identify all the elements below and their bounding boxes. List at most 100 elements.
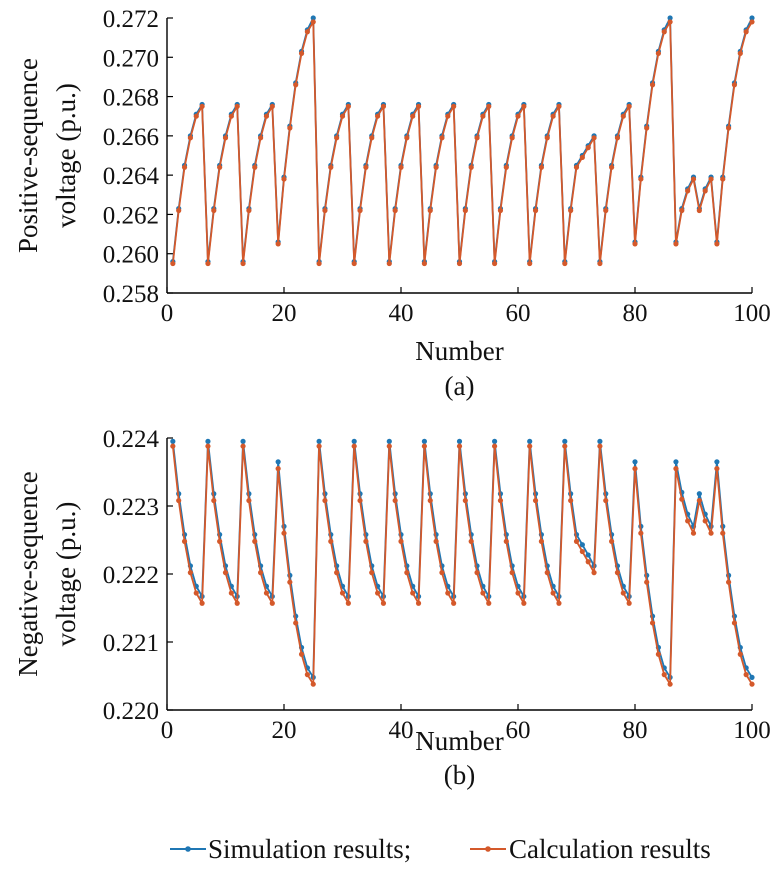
data-point-b-1-40 bbox=[404, 570, 410, 576]
data-point-b-0-55 bbox=[492, 438, 498, 444]
data-point-b-0-73 bbox=[597, 438, 603, 444]
data-point-b-1-59 bbox=[515, 590, 521, 596]
data-point-b-0-0 bbox=[170, 438, 176, 444]
data-point-a-1-97 bbox=[737, 50, 743, 56]
data-point-b-1-34 bbox=[369, 570, 375, 576]
data-point-b-1-68 bbox=[568, 497, 574, 504]
data-point-a-1-38 bbox=[392, 207, 398, 214]
data-point-b-1-52 bbox=[474, 570, 480, 576]
data-point-a-1-25 bbox=[316, 260, 322, 267]
data-point-b-1-22 bbox=[298, 651, 305, 657]
data-point-a-1-84 bbox=[661, 29, 667, 35]
x-tick-label-b-4: 80 bbox=[623, 717, 648, 744]
data-point-a-1-78 bbox=[626, 103, 632, 109]
data-point-a-1-77 bbox=[620, 113, 626, 119]
x-tick-label-b-1: 20 bbox=[272, 717, 297, 744]
data-point-b-1-12 bbox=[240, 443, 246, 449]
data-point-b-1-72 bbox=[591, 570, 597, 576]
data-point-a-1-46 bbox=[439, 135, 445, 141]
data-point-b-0-79 bbox=[632, 459, 638, 465]
data-point-a-1-93 bbox=[714, 241, 720, 247]
data-point-b-1-3 bbox=[187, 570, 193, 576]
data-point-b-1-4 bbox=[193, 590, 199, 596]
data-point-a-1-52 bbox=[474, 135, 480, 141]
data-point-b-1-15 bbox=[258, 570, 264, 576]
data-point-a-1-48 bbox=[451, 103, 457, 109]
data-point-b-1-30 bbox=[345, 600, 351, 606]
data-point-a-1-73 bbox=[597, 260, 603, 267]
data-point-a-1-51 bbox=[468, 164, 474, 170]
data-point-b-1-66 bbox=[556, 600, 562, 606]
data-point-b-1-93 bbox=[714, 466, 720, 472]
data-point-b-1-26 bbox=[322, 497, 328, 504]
data-point-a-1-91 bbox=[702, 188, 708, 194]
data-point-b-1-90 bbox=[696, 497, 702, 504]
data-point-b-1-63 bbox=[538, 538, 545, 544]
y-tick-label-a-5: 0.268 bbox=[103, 85, 159, 112]
data-point-a-1-20 bbox=[287, 125, 293, 131]
data-point-a-1-24 bbox=[310, 19, 316, 25]
data-point-b-1-36 bbox=[380, 600, 387, 606]
data-point-b-1-23 bbox=[304, 672, 310, 678]
legend-marker-calculation bbox=[485, 846, 491, 852]
panel-caption-b: (b) bbox=[444, 760, 475, 790]
data-point-b-1-43 bbox=[421, 443, 427, 449]
data-point-a-1-45 bbox=[433, 164, 439, 170]
data-point-a-1-18 bbox=[275, 241, 281, 247]
data-point-a-1-44 bbox=[427, 207, 433, 214]
data-point-a-1-70 bbox=[579, 154, 585, 161]
data-point-a-1-40 bbox=[404, 135, 410, 141]
data-point-b-1-65 bbox=[550, 590, 556, 596]
data-point-b-1-33 bbox=[363, 538, 369, 544]
data-point-b-1-2 bbox=[181, 538, 188, 544]
data-point-a-1-69 bbox=[573, 164, 580, 170]
x-tick-label-b-3: 60 bbox=[506, 717, 531, 744]
data-point-a-1-21 bbox=[293, 82, 299, 88]
y-tick-label-b-3: 0.223 bbox=[103, 494, 159, 521]
data-point-b-1-79 bbox=[632, 466, 638, 472]
data-point-b-1-89 bbox=[690, 530, 697, 536]
data-point-b-1-78 bbox=[626, 600, 632, 606]
data-point-b-1-41 bbox=[410, 590, 416, 596]
data-point-b-1-48 bbox=[451, 600, 457, 606]
legend-label-simulation: Simulation results; bbox=[208, 834, 411, 864]
data-point-a-1-30 bbox=[345, 103, 351, 109]
data-point-a-1-42 bbox=[415, 103, 422, 109]
data-point-b-1-18 bbox=[275, 466, 281, 472]
data-point-b-1-6 bbox=[205, 443, 211, 449]
data-point-b-1-95 bbox=[726, 579, 732, 585]
data-point-b-1-98 bbox=[743, 672, 749, 678]
series-line-b-1 bbox=[171, 445, 753, 686]
data-point-b-1-84 bbox=[661, 672, 667, 678]
data-point-b-0-18 bbox=[275, 459, 281, 465]
data-point-a-1-41 bbox=[410, 113, 416, 119]
data-point-b-1-50 bbox=[462, 497, 468, 504]
data-point-a-1-4 bbox=[193, 113, 199, 119]
legend: Simulation results; Calculation results bbox=[170, 834, 711, 864]
data-point-a-1-13 bbox=[246, 207, 252, 214]
x-tick-label-a-5: 100 bbox=[733, 300, 771, 327]
data-point-a-1-87 bbox=[679, 207, 685, 214]
data-point-b-1-99 bbox=[749, 681, 755, 687]
data-point-b-1-62 bbox=[532, 497, 539, 504]
x-axis-label-a: Number bbox=[415, 336, 503, 366]
data-point-a-1-0 bbox=[170, 260, 176, 267]
data-point-b-1-54 bbox=[486, 600, 492, 606]
data-point-b-1-88 bbox=[685, 518, 691, 524]
data-point-a-1-11 bbox=[234, 103, 240, 109]
x-tick-label-b-0: 0 bbox=[161, 717, 174, 744]
data-point-a-0-85 bbox=[667, 15, 673, 21]
data-point-a-1-85 bbox=[667, 19, 673, 25]
data-point-b-0-61 bbox=[527, 438, 533, 444]
y-axis-label-line1-b: Negative-sequence bbox=[13, 471, 43, 676]
data-point-a-1-10 bbox=[228, 113, 234, 119]
y-axis-label-line1-a: Positive-sequence bbox=[13, 58, 43, 253]
data-point-a-1-67 bbox=[562, 260, 568, 267]
x-tick-label-a-3: 60 bbox=[506, 300, 531, 327]
data-point-a-1-88 bbox=[685, 188, 691, 194]
y-tick-label-a-6: 0.270 bbox=[103, 45, 159, 72]
data-point-a-1-90 bbox=[696, 207, 702, 214]
data-point-b-1-42 bbox=[415, 600, 422, 606]
data-point-b-0-93 bbox=[714, 459, 720, 465]
data-point-a-1-80 bbox=[638, 176, 644, 182]
